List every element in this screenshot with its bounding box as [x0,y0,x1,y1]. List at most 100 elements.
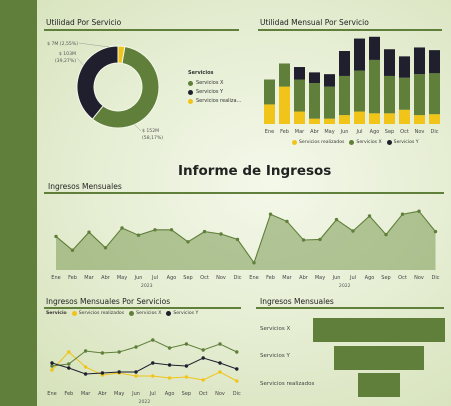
area-point[interactable] [120,226,124,230]
area-point[interactable] [318,237,322,242]
area-point[interactable] [268,212,273,216]
bar-segment[interactable] [339,115,350,124]
line-point[interactable] [134,345,138,349]
bar-segment[interactable] [384,75,395,114]
donut-slice[interactable] [91,45,160,129]
area-point[interactable] [252,261,256,265]
line-point[interactable] [201,356,205,360]
bar-segment[interactable] [399,77,410,110]
funnel-bar[interactable] [313,318,445,342]
area-point[interactable] [87,230,91,234]
bar-segment[interactable] [309,118,320,124]
area-point[interactable] [153,228,157,232]
line-point[interactable] [235,350,239,354]
line-point[interactable] [117,350,121,354]
line-point[interactable] [67,366,71,370]
legend-item[interactable]: Servicios realizados [71,311,124,316]
bar-segment[interactable] [309,72,320,84]
area-point[interactable] [433,229,438,234]
line-point[interactable] [134,374,138,378]
donut-legend-item[interactable]: Servicios realiza... [188,98,241,104]
line-point[interactable] [218,361,222,365]
bar-segment[interactable] [309,83,320,119]
area-point[interactable] [384,232,388,237]
bar-segment[interactable] [294,67,305,80]
line-point[interactable] [134,370,138,374]
line-point[interactable] [67,350,71,354]
area-point[interactable] [417,209,421,213]
bar-segment[interactable] [339,51,350,76]
area-point[interactable] [169,228,174,232]
area-point[interactable] [186,240,190,244]
funnel-bar[interactable] [334,346,424,370]
line-point[interactable] [117,370,121,374]
area-point[interactable] [136,233,141,237]
area-point[interactable] [400,212,405,216]
area-point[interactable] [235,237,240,242]
line-point[interactable] [235,367,239,371]
bar-segment[interactable] [414,74,425,116]
legend-item[interactable]: Servicios Y [386,140,419,145]
line-point[interactable] [50,364,54,368]
line-point[interactable] [151,338,155,342]
bar-segment[interactable] [279,63,290,87]
bar-segment[interactable] [384,113,395,124]
bar-segment[interactable] [414,47,425,75]
bar-segment[interactable] [324,86,335,119]
line-point[interactable] [100,371,105,375]
bar-segment[interactable] [324,74,335,87]
line-point[interactable] [67,362,71,366]
line-point[interactable] [184,364,189,368]
donut-legend-item[interactable]: Servicios Y [188,89,241,95]
area-point[interactable] [334,217,339,222]
monthly-bar-chart[interactable]: Ene Feb Mar Abr May Jun Jul Ago Sep Oct Nov Dic [258,33,444,137]
bar-segment[interactable] [264,104,275,124]
line-point[interactable] [50,361,54,365]
line-point[interactable] [167,376,172,380]
funnel-bar[interactable] [358,373,400,397]
line-point[interactable] [218,370,222,374]
line-point[interactable] [167,363,172,367]
bar-segment[interactable] [339,75,350,116]
donut-slice[interactable] [76,45,119,120]
area-point[interactable] [367,214,372,218]
bar-segment[interactable] [369,113,380,124]
area-point[interactable] [70,248,75,252]
bar-segment[interactable] [429,73,440,115]
line-point[interactable] [151,361,155,365]
area-point[interactable] [54,234,58,239]
legend-item[interactable]: Servicios X [129,311,161,316]
donut-chart[interactable]: $ 7M (2,55%) $ 103M(39,27%) $ 152M(58,17%) [44,32,239,147]
line-point[interactable] [50,368,54,372]
line-point[interactable] [235,379,239,383]
bar-segment[interactable] [354,70,365,112]
bar-segment[interactable] [294,79,305,112]
bar-segment[interactable] [264,79,275,105]
area-chart[interactable]: Ene Feb Mar Abr May Jun Jul Ago Sep Oct Nov Dic Ene F… [44,196,447,290]
line-point[interactable] [83,365,88,369]
line-point[interactable] [167,346,172,350]
line-point[interactable] [201,378,205,382]
bar-segment[interactable] [324,118,335,124]
line-chart[interactable]: Ene Feb Mar Abr May Jun Jul Ago Sep Oct Nov Dic 2022 [44,320,244,406]
bar-segment[interactable] [414,115,425,124]
line-point[interactable] [83,372,88,376]
bar-segment[interactable] [294,111,305,124]
area-point[interactable] [301,238,306,242]
bar-segment[interactable] [354,111,365,124]
line-point[interactable] [184,342,189,346]
area-point[interactable] [285,219,289,224]
legend-item[interactable]: Servicios realizados [292,140,344,145]
line-point[interactable] [201,348,205,352]
line-point[interactable] [100,351,105,355]
line-point[interactable] [218,342,222,346]
bar-segment[interactable] [369,59,380,114]
bar-segment[interactable] [429,114,440,124]
legend-item[interactable]: Servicios Y [166,311,198,316]
line-point[interactable] [184,375,189,379]
bar-segment[interactable] [399,109,410,124]
bar-segment[interactable] [369,36,380,60]
legend-item[interactable]: Servicios X [349,140,382,145]
bar-segment[interactable] [399,56,410,78]
line-point[interactable] [151,374,155,378]
